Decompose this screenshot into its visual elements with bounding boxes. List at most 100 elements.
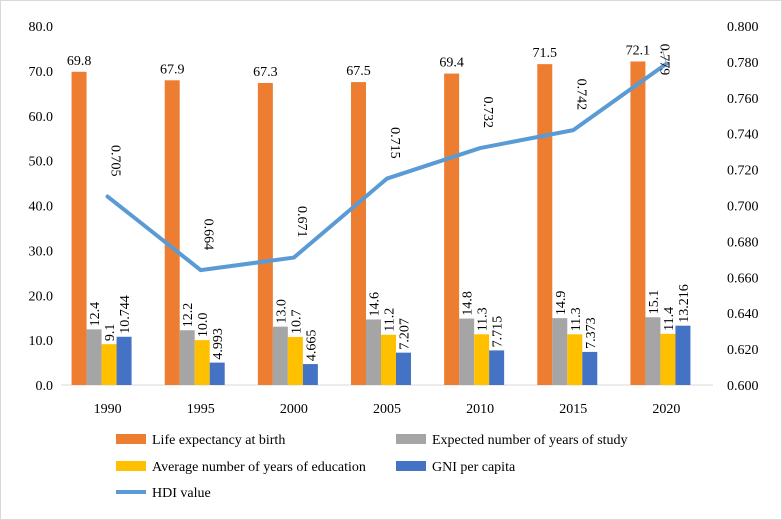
y-right-tick-label: 0.640: [727, 307, 759, 322]
bar-data-label: 11.4: [662, 307, 677, 331]
bar-data-label: 7.715: [491, 316, 506, 347]
hdi-data-label: 0.671: [294, 206, 309, 238]
legend-swatch: [116, 434, 146, 444]
legend-label: Average number of years of education: [152, 460, 366, 475]
legend-label: Expected number of years of study: [432, 433, 628, 448]
bar: [101, 344, 117, 385]
bar-data-label: 12.2: [181, 303, 196, 328]
x-tick-label: 2005: [373, 402, 401, 417]
bar-data-label: 9.1: [103, 324, 118, 342]
bar-data-label: 69.4: [439, 56, 464, 71]
y-left-tick-label: 80.0: [29, 20, 54, 35]
bar: [209, 362, 225, 385]
legend-swatch: [396, 434, 426, 444]
bar: [630, 61, 646, 386]
bar-data-label: 11.3: [569, 307, 584, 331]
legend-label: GNI per capita: [432, 460, 516, 475]
bar: [351, 82, 366, 385]
y-right-tick-label: 0.760: [727, 92, 759, 107]
bar: [272, 326, 288, 385]
y-right-tick-label: 0.620: [727, 343, 759, 358]
bar-data-label: 7.373: [584, 317, 599, 349]
bar-data-label: 67.5: [346, 64, 371, 79]
bar-data-label: 72.1: [626, 43, 651, 58]
bar: [444, 73, 460, 385]
hdi-data-label: 0.732: [480, 97, 495, 129]
hdi-leader-line: [661, 49, 667, 64]
y-right-tick-label: 0.700: [727, 200, 759, 215]
y-left-tick-label: 60.0: [29, 110, 54, 125]
y-right-tick-label: 0.740: [727, 128, 759, 143]
bar: [302, 364, 318, 385]
hdi-data-label: 0.705: [108, 145, 123, 177]
hdi-data-label: 0.664: [201, 219, 216, 251]
y-left-tick-label: 50.0: [29, 155, 54, 170]
bar-data-label: 10.0: [196, 313, 211, 338]
bar: [381, 334, 396, 385]
bar-data-label: 14.8: [461, 291, 476, 316]
bar-data-label: 11.2: [383, 308, 398, 332]
y-left-tick-label: 40.0: [29, 200, 54, 215]
bar: [537, 64, 553, 386]
bar: [86, 329, 102, 385]
x-tick-label: 2010: [466, 402, 494, 417]
bar-data-label: 69.8: [67, 54, 92, 69]
hdi-data-label: 0.715: [387, 127, 402, 159]
bar: [567, 334, 583, 385]
y-right-tick-label: 0.720: [727, 164, 759, 179]
bar-data-label: 13.0: [274, 299, 289, 324]
bar: [459, 318, 475, 385]
bar: [396, 352, 411, 385]
bar: [257, 82, 273, 386]
bar: [660, 333, 676, 385]
x-tick-label: 2000: [280, 402, 308, 417]
legend-label: HDI value: [152, 486, 211, 501]
hdi-data-label: 0.779: [656, 44, 671, 76]
bar: [116, 336, 132, 385]
x-tick-label: 1995: [187, 402, 215, 417]
y-left-tick-label: 70.0: [29, 65, 54, 80]
y-right-tick-label: 0.780: [727, 56, 759, 71]
y-right-tick-label: 0.800: [727, 20, 759, 35]
y-left-tick-label: 20.0: [29, 289, 54, 304]
legend-swatch: [116, 461, 146, 471]
legend-swatch: [396, 461, 426, 471]
bar: [474, 334, 490, 385]
bar-data-label: 67.9: [160, 62, 185, 77]
x-tick-label: 2015: [559, 402, 587, 417]
bar-data-label: 14.9: [554, 291, 569, 316]
bar-data-label: 4.665: [304, 330, 319, 362]
bar-data-label: 13.216: [677, 284, 692, 323]
bar-data-label: 10.744: [118, 295, 133, 334]
bar-data-label: 71.5: [533, 46, 558, 61]
bar: [489, 350, 505, 385]
bar: [71, 71, 87, 386]
y-right-tick-label: 0.600: [727, 379, 759, 394]
bar-data-label: 14.6: [368, 292, 383, 317]
bar-data-label: 4.993: [211, 328, 226, 360]
bar-data-label: 12.4: [88, 302, 103, 327]
x-tick-label: 2020: [652, 402, 680, 417]
bar-data-label: 10.7: [289, 309, 304, 334]
bar: [179, 330, 195, 385]
hdi-line: [105, 61, 669, 273]
bar: [582, 351, 598, 385]
bar: [366, 319, 381, 385]
bar-data-label: 11.3: [476, 307, 491, 331]
bar: [645, 317, 661, 385]
legend-label: Life expectancy at birth: [152, 433, 285, 448]
y-left-tick-label: 10.0: [29, 334, 54, 349]
bar: [287, 336, 303, 385]
y-left-tick-label: 0.0: [36, 379, 54, 394]
bar-data-label: 15.1: [647, 290, 662, 315]
bar: [552, 318, 568, 385]
bar-data-label: 67.3: [253, 65, 278, 80]
y-left-tick-label: 30.0: [29, 244, 54, 259]
y-right-tick-label: 0.680: [727, 235, 759, 250]
bar-data-label: 7.207: [398, 318, 413, 350]
hdi-data-label: 0.742: [573, 79, 588, 111]
y-right-tick-label: 0.660: [727, 271, 759, 286]
bar: [164, 80, 180, 385]
